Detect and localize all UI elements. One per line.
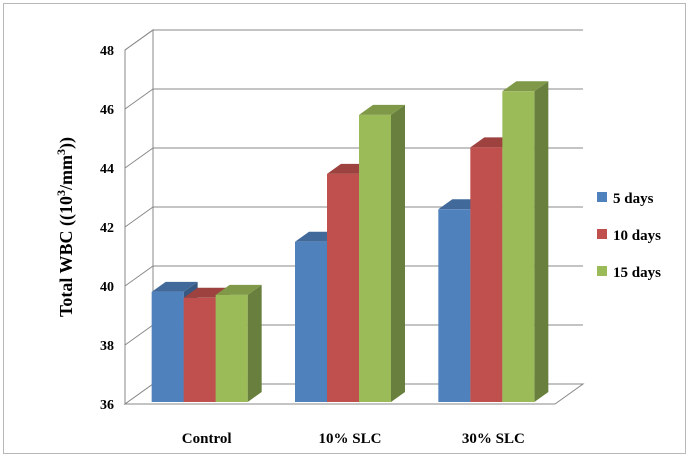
- legend: 5 days 10 days 15 days: [597, 191, 661, 281]
- y-tick-44: 44: [100, 162, 114, 177]
- y-tick-40: 40: [100, 280, 114, 295]
- bar-top: [502, 81, 549, 92]
- y-axis-label: Total WBC ((103/mm3)): [54, 137, 77, 317]
- bar-top: [151, 281, 198, 292]
- bar-15-days-10-SLC: [359, 104, 405, 403]
- y-tick-36: 36: [100, 398, 114, 413]
- y-tick-42: 42: [100, 221, 114, 236]
- y-axis-ticks: 36 38 40 42 44 46 48: [100, 44, 114, 413]
- x-category-2: 30% SLC: [462, 431, 525, 447]
- legend-label-1: 10 days: [613, 228, 661, 244]
- bar-front: [215, 294, 248, 402]
- bar-top: [215, 284, 262, 295]
- bar-side: [391, 104, 405, 403]
- bar-side: [534, 81, 549, 403]
- bar-front: [438, 209, 471, 402]
- bar-15-days-30-SLC: [502, 81, 549, 403]
- bar-front: [359, 114, 391, 403]
- y-tick-38: 38: [100, 339, 114, 354]
- legend-swatch-1: [597, 229, 607, 239]
- legend-label-0: 5 days: [613, 191, 654, 207]
- bar-front: [183, 297, 216, 402]
- gridline-46: [124, 88, 583, 110]
- bar-front: [327, 173, 359, 402]
- x-category-1: 10% SLC: [319, 431, 382, 447]
- bar-front: [502, 91, 535, 403]
- x-category-0: Control: [182, 431, 232, 447]
- bar-front: [151, 291, 184, 402]
- y-tick-48: 48: [100, 44, 114, 59]
- bars: [151, 81, 549, 403]
- x-axis-categories: Control 10% SLC 30% SLC: [182, 431, 525, 447]
- gridline-44: [124, 147, 583, 169]
- bar-side: [247, 284, 262, 402]
- gridline-48: [124, 29, 583, 51]
- bar-15-days-Control: [215, 284, 262, 402]
- y-tick-46: 46: [100, 103, 114, 118]
- bar-front: [470, 147, 503, 402]
- bar-top: [359, 104, 405, 115]
- legend-swatch-0: [597, 192, 607, 202]
- gridline-42: [124, 206, 583, 228]
- legend-swatch-2: [597, 266, 607, 276]
- bar-front: [295, 241, 327, 402]
- legend-label-2: 15 days: [613, 265, 661, 281]
